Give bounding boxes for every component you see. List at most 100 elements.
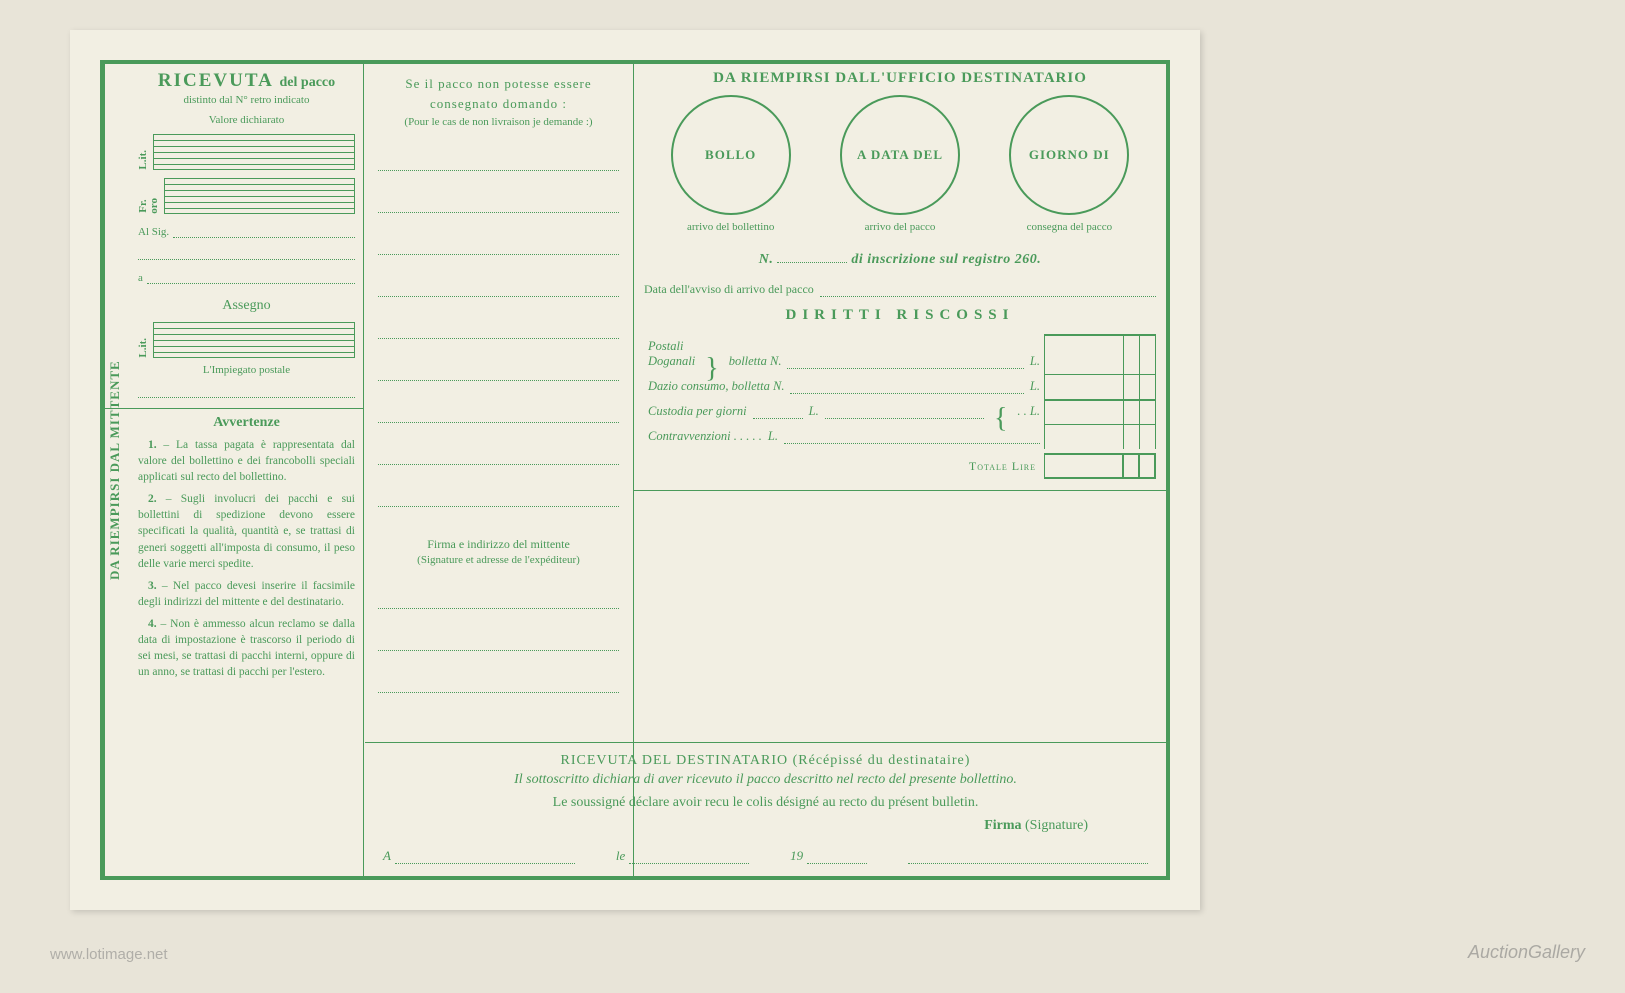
page: DA RIEMPIRSI DAL MITTENTE RICEVUTA del p…	[20, 20, 1605, 973]
al-sig-label: Al Sig.	[138, 226, 169, 238]
fee-decimal	[1124, 374, 1140, 399]
spacer	[634, 491, 1166, 651]
dazio-field	[790, 380, 1023, 394]
watermark-lotimage: www.lotimage.net	[50, 946, 168, 963]
arrival-notice-label: Data dell'avviso di arrivo del pacco	[644, 282, 814, 297]
stamp-3: GIORNO DI consegna del pacco	[989, 95, 1150, 233]
value-lit-row: L.it.	[138, 134, 355, 170]
bolletta-field	[787, 355, 1023, 369]
le-label: le	[616, 848, 625, 864]
total-row: Totale Lire	[644, 453, 1156, 480]
nondelivery-head-fr: (Pour le cas de non livraison je demande…	[378, 115, 619, 129]
arrival-notice-date: Data dell'avviso di arrivo del pacco	[644, 282, 1156, 297]
instr-line	[378, 147, 619, 171]
recipient-receipt: RICEVUTA DEL DESTINATARIO (Récépissé du …	[365, 742, 1166, 876]
stamp-circle: BOLLO	[671, 95, 791, 215]
clerk-signature-field	[138, 380, 355, 398]
day-segment: le	[616, 848, 749, 864]
fee-decimal2	[1140, 334, 1156, 374]
recipient-name-row: Al Sig.	[138, 224, 355, 238]
stamp-circle: GIORNO DI	[1009, 95, 1129, 215]
fee-decimal	[1124, 334, 1140, 374]
fee-custodia-label: Custodia per giorni	[648, 404, 747, 419]
fee-dazio-label: Dazio consumo, bolletta N.	[648, 379, 784, 394]
fee-contravvenzioni: Contravvenzioni . . . . . L.	[644, 424, 1044, 449]
total-amount	[1044, 453, 1124, 479]
instr-line	[378, 231, 619, 255]
fee-contrav-label: Contravvenzioni . . . . .	[648, 429, 762, 444]
instr-line	[378, 483, 619, 507]
firma-label: Firma	[984, 818, 1021, 833]
recipient-name-field-2	[138, 242, 355, 260]
recipient-city-field	[147, 270, 355, 284]
instr-line	[378, 273, 619, 297]
fee-custodia: Custodia per giorni L. } . . L.	[644, 399, 1044, 424]
warning-3: Nel pacco devesi inserire il facsimile d…	[138, 580, 355, 608]
instr-line	[378, 357, 619, 381]
receipt-title: RICEVUTA del pacco	[138, 70, 355, 92]
fee-dazio: Dazio consumo, bolletta N. L.	[644, 374, 1044, 399]
fee-doganali: Doganali	[648, 354, 695, 368]
date-signature-row: A le 19	[383, 848, 1148, 864]
fee-postali-doganali: Postali Doganali } bolletta N. L.	[644, 334, 1044, 374]
sender-signature-label: Firma e indirizzo del mittente (Signatur…	[378, 537, 619, 567]
L-label: L.	[1030, 354, 1040, 369]
signature-label-row: Firma (Signature)	[383, 818, 1148, 834]
fee-decimal	[1124, 424, 1140, 449]
w4n: 4.	[148, 618, 157, 630]
sig-it: Firma e indirizzo del mittente	[378, 537, 619, 553]
reg-number-field	[777, 251, 847, 263]
sig-fr: (Signature et adresse de l'expéditeur)	[378, 553, 619, 567]
fee-amount	[1044, 399, 1124, 424]
stamp-caption: arrivo del pacco	[819, 221, 980, 233]
sender-sig-line	[378, 585, 619, 609]
arrival-date-field	[820, 283, 1156, 297]
sender-content: RICEVUTA del pacco distinto dal N° retro…	[130, 64, 363, 876]
stamp-caption: arrivo del bollettino	[650, 221, 811, 233]
sender-column: DA RIEMPIRSI DAL MITTENTE RICEVUTA del p…	[104, 64, 364, 876]
instr-line	[378, 189, 619, 213]
stamp-circles: BOLLO arrivo del bollettino A DATA DEL a…	[644, 95, 1156, 233]
nondelivery-head-it: Se il pacco non potesse essere consegnat…	[378, 74, 619, 113]
stamp-2: A DATA DEL arrivo del pacco	[819, 95, 980, 233]
warning-1: La tassa pagata è rappresentata dal valo…	[138, 439, 355, 483]
currency-fr: Fr. oro	[138, 198, 160, 214]
L-label: L.	[768, 429, 778, 444]
recipient-name-field	[173, 224, 355, 238]
w3n: 3.	[148, 580, 157, 592]
fee-decimal2	[1140, 399, 1156, 424]
fee-decimal2	[1140, 424, 1156, 449]
value-fr-row: Fr. oro	[138, 178, 355, 214]
instr-line	[378, 441, 619, 465]
postal-clerk-label: L'Impiegato postale	[138, 364, 355, 376]
sender-sig-line	[378, 627, 619, 651]
w1n: 1.	[148, 439, 157, 451]
declaration-it: Il sottoscritto dichiara di aver ricevut…	[383, 769, 1148, 791]
instr-line	[378, 399, 619, 423]
sender-vertical-heading: DA RIEMPIRSI DAL MITTENTE	[104, 64, 130, 876]
fee-postali: Postali	[648, 339, 683, 353]
value-lit-field	[153, 134, 355, 170]
rr-title-it: RICEVUTA DEL DESTINATARIO	[561, 753, 789, 768]
year-field	[807, 852, 867, 864]
day-field	[629, 852, 749, 864]
cod-label: Assegno	[138, 298, 355, 314]
total-decimal2	[1140, 453, 1156, 479]
place-field	[395, 852, 575, 864]
place-segment: A	[383, 848, 575, 864]
currency-lit: L.it.	[138, 150, 149, 170]
firma-fr: (Signature)	[1025, 818, 1088, 833]
cod-amount-row: L.it.	[138, 322, 355, 358]
custodia-amt-field	[825, 405, 984, 419]
year-segment: 19	[790, 848, 867, 864]
receipt-subtitle: distinto dal N° retro indicato	[138, 94, 355, 106]
form-border: DA RIEMPIRSI DAL MITTENTE RICEVUTA del p…	[100, 60, 1170, 880]
cod-currency: L.it.	[138, 338, 149, 358]
instr-line	[378, 315, 619, 339]
warnings-title: Avvertenze	[138, 415, 355, 431]
total-decimal	[1124, 453, 1140, 479]
reg-n: N.	[759, 252, 774, 267]
signature-field	[908, 852, 1148, 864]
fee-amount	[1044, 374, 1124, 399]
sender-sig-line	[378, 669, 619, 693]
